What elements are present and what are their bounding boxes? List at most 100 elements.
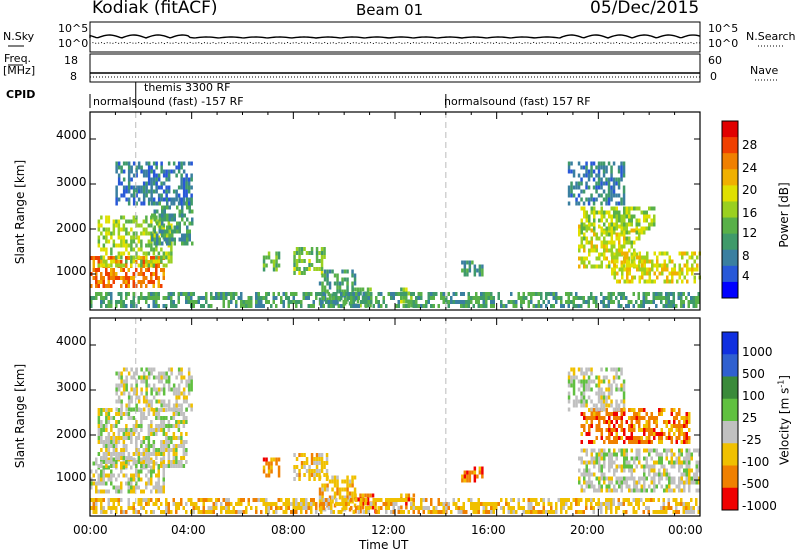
echo-region <box>580 206 656 235</box>
power-cb-tick-8: 8 <box>742 249 750 263</box>
velocity-ytick-2000: 2000 <box>56 427 87 441</box>
echo-region <box>567 161 626 206</box>
echo-region <box>97 408 188 468</box>
beam-title: Beam 01 <box>356 1 424 19</box>
echo-region <box>151 197 194 246</box>
vel-cb-label-sup: -1 <box>776 379 786 388</box>
power-cb-tick-16: 16 <box>742 206 758 220</box>
power-cb-label: Power [dB] <box>777 182 791 248</box>
nsky-tick-low: 10^0 <box>58 37 89 50</box>
velocity-panel <box>89 317 701 517</box>
vel-cb-label-main: Velocity [m s <box>777 387 792 465</box>
vel-cb-tick-neg100: -100 <box>742 455 770 469</box>
cpid-segment-normalsound-neg: normalsound (fast) -157 RF <box>93 95 244 108</box>
power-colorbar-segment <box>722 137 738 154</box>
vel-cb-tick-500: 500 <box>742 367 765 381</box>
power-colorbar-segment <box>722 265 738 283</box>
xtick-1: 04:00 <box>171 523 206 537</box>
freq-strip-frame <box>89 53 701 83</box>
echo-region <box>90 292 700 308</box>
xlabel: Time UT <box>359 538 409 552</box>
echo-region <box>262 457 281 478</box>
power-colorbar-segment <box>722 217 738 235</box>
nave-tick-low: 0 <box>710 70 717 83</box>
velocity-ytick-1000: 1000 <box>56 470 87 484</box>
power-colorbar-segment <box>722 121 738 138</box>
vel-cb-tick-25: 25 <box>742 411 758 425</box>
power-colorbar-segment <box>722 169 738 186</box>
echo-region <box>90 498 700 514</box>
cpid-segment-themis: themis 3300 RF <box>144 81 231 94</box>
power-panel <box>89 111 701 311</box>
velocity-colorbar-segment <box>722 465 738 489</box>
vel-cb-tick-100: 100 <box>742 389 765 403</box>
velocity-ytick-4000: 4000 <box>56 334 87 348</box>
nave-tick-high: 60 <box>708 54 722 67</box>
xtick-2: 08:00 <box>271 523 306 537</box>
xtick-4: 16:00 <box>471 523 506 537</box>
velocity-ytick-3000: 3000 <box>56 380 87 394</box>
echo-region <box>115 161 193 206</box>
xtick-6: 00:00 <box>668 523 703 537</box>
power-cb-tick-28: 28 <box>742 138 758 152</box>
echo-region <box>578 224 641 269</box>
nsearch-tick-low: 10^0 <box>708 37 739 50</box>
vel-cb-tick-neg25: -25 <box>742 433 762 447</box>
power-cb-tick-20: 20 <box>742 183 758 197</box>
xtick-3: 12:00 <box>371 523 406 537</box>
parameter-strips <box>8 21 784 108</box>
vel-cb-tick-1000: 1000 <box>742 345 773 359</box>
echo-region <box>461 466 484 483</box>
nsearch-tick-high: 10^5 <box>708 22 739 35</box>
echo-region <box>262 251 281 272</box>
xtick-5: 20:00 <box>570 523 605 537</box>
velocity-colorbar-segment <box>722 443 738 466</box>
date-title: 05/Dec/2015 <box>590 0 700 18</box>
power-colorbar-segment <box>722 153 738 170</box>
velocity-ylabel: Slant Range [km] <box>13 363 27 469</box>
vel-cb-label: Velocity [m s-1] <box>777 375 792 465</box>
power-colorbar-segment <box>722 249 738 267</box>
velocity-colorbar-segment <box>722 354 738 377</box>
power-colorbar-frame <box>721 120 739 299</box>
nave-label: Nave <box>750 64 779 77</box>
power-cb-tick-12: 12 <box>742 226 758 240</box>
nsky-tick-high: 10^5 <box>58 22 89 35</box>
power-ylabel: Slant Range [km] <box>13 159 27 265</box>
freq-tick-low: 8 <box>70 70 77 83</box>
vel-cb-tick-neg500: -500 <box>742 477 770 491</box>
cpid-label: CPID <box>6 88 36 101</box>
echo-region <box>293 247 326 275</box>
velocity-colorbar-segment <box>722 332 738 355</box>
nsearch-label: N.Search <box>746 30 796 43</box>
power-ytick-1000: 1000 <box>56 264 87 278</box>
station-title: Kodiak (fitACF) <box>92 0 218 18</box>
xtick-0: 00:00 <box>73 523 108 537</box>
power-colorbar-segment <box>722 233 738 251</box>
echo-region <box>580 408 691 444</box>
freq-label-line1: Freq. <box>4 52 32 65</box>
echo-region <box>567 367 626 412</box>
velocity-colorbar-segment <box>722 376 738 400</box>
vel-cb-label-end: ] <box>777 375 792 380</box>
power-ytick-4000: 4000 <box>56 128 87 142</box>
nsearch-trace <box>89 41 701 45</box>
colorbars <box>721 120 739 511</box>
power-colorbar-segment <box>722 185 738 202</box>
power-cb-tick-24: 24 <box>742 161 758 175</box>
echo-region <box>578 448 701 493</box>
power-colorbar-segment <box>722 201 738 219</box>
echo-region <box>461 260 484 277</box>
vel-cb-tick-neg1000: -1000 <box>742 499 777 513</box>
power-ytick-3000: 3000 <box>56 175 87 189</box>
echo-region <box>115 367 193 412</box>
nsky-trace <box>89 34 701 39</box>
cpid-segment-normalsound-pos: normalsound (fast) 157 RF <box>444 95 591 108</box>
power-colorbar-segment <box>722 281 738 299</box>
velocity-colorbar-segment <box>722 487 738 511</box>
echo-region <box>293 453 329 481</box>
nsky-label: N.Sky <box>3 30 35 43</box>
velocity-colorbar-segment <box>722 398 738 422</box>
freq-label-line2: [MHz] <box>3 64 36 77</box>
